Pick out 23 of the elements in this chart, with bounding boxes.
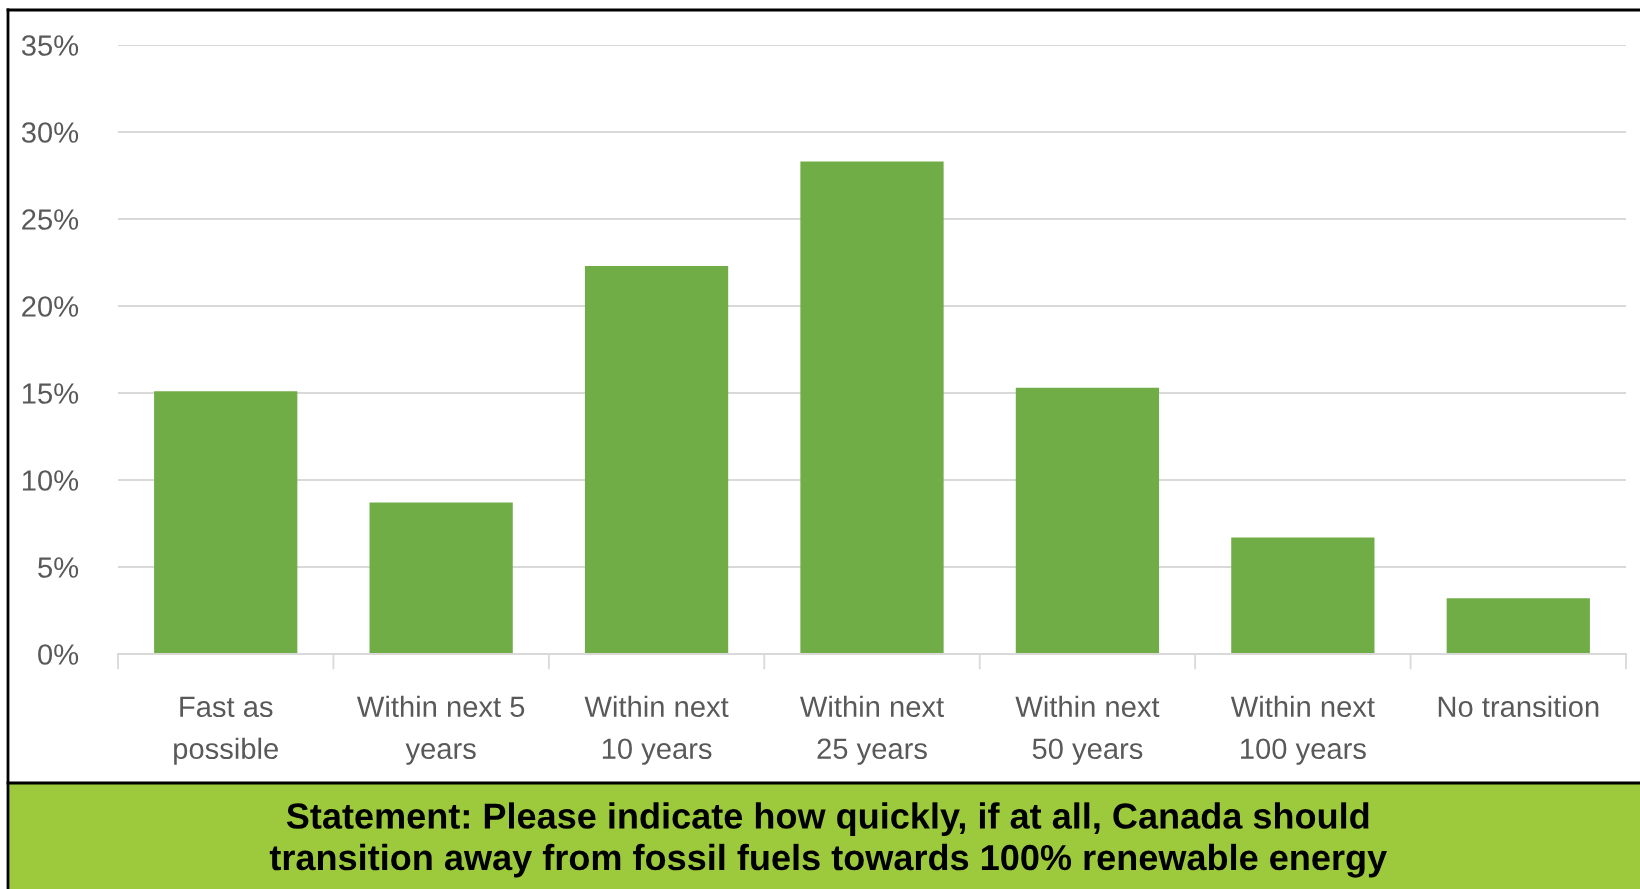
y-tick-label: 25%	[22, 209, 79, 230]
bar	[1231, 537, 1375, 654]
y-tick-label: 15%	[22, 383, 79, 404]
bar	[800, 161, 944, 654]
y-tick-label: 20%	[22, 296, 79, 317]
bar	[584, 265, 729, 654]
bar	[1015, 387, 1160, 654]
y-tick-label: 30%	[21, 122, 79, 143]
bar	[154, 391, 298, 654]
y-tick-label: 35%	[21, 35, 79, 56]
x-tick-label: Fast as possible	[174, 696, 278, 765]
x-tick-label: Within next 5 years	[356, 695, 525, 765]
y-tick-label: 0%	[38, 644, 79, 665]
bar	[1446, 598, 1590, 654]
text: Statement: Please indicate how quickly, if at all, Canada should transition away from fossil fuels towards 100% renewable energy	[269, 802, 1387, 878]
y-tick-label: 10%	[22, 470, 79, 491]
x-tick-label: No transition	[1438, 695, 1599, 718]
bar	[369, 502, 513, 654]
x-tick-label: Within next 10 years	[584, 695, 729, 765]
x-tick-label: Within next 25 years	[800, 695, 944, 765]
x-tick-label: Within next 100 years	[1230, 695, 1375, 765]
x-tick-label: Within next 50 years	[1015, 695, 1160, 765]
y-tick-label: 5%	[38, 557, 79, 578]
